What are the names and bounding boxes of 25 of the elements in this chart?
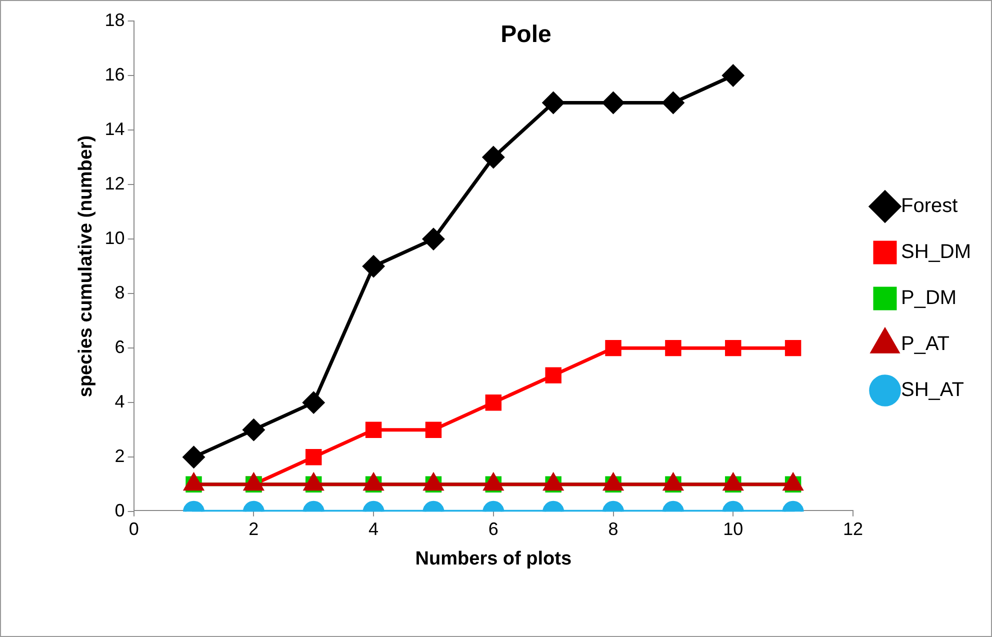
y-tick-label: 6 [114, 337, 125, 358]
x-tick-label: 10 [723, 519, 744, 540]
y-tick-label: 8 [114, 282, 125, 303]
y-tick-label: 4 [114, 392, 125, 412]
x-tick-label: 12 [842, 519, 864, 540]
y-tick-label: 0 [114, 500, 125, 521]
legend-label: Forest [900, 195, 958, 218]
x-tick-label: 4 [368, 519, 379, 540]
y-tick-label: 10 [104, 228, 125, 248]
x-tick-label: 8 [608, 519, 618, 540]
chart-title: Pole [500, 21, 552, 48]
legend-label: SH_AT [900, 379, 964, 402]
y-tick-label: 12 [104, 174, 125, 194]
y-tick-label: 16 [104, 64, 125, 84]
y-tick-label: 14 [104, 118, 125, 139]
y-tick-label: 2 [114, 446, 125, 466]
legend-label: P_DM [900, 287, 957, 310]
y-tick-label: 18 [104, 10, 125, 30]
legend-label: SH_DM [900, 241, 972, 264]
legend-label: P_AT [900, 333, 950, 356]
x-tick-label: 0 [128, 519, 139, 540]
y-axis-title: species cumulative (number) [76, 135, 97, 398]
x-axis-title: Numbers of plots [415, 548, 572, 570]
x-tick-label: 2 [248, 519, 259, 540]
x-tick-label: 6 [488, 519, 498, 540]
